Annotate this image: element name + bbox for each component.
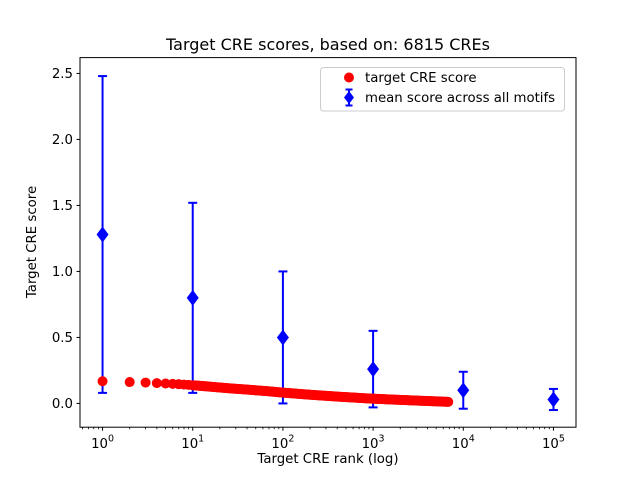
diamond-marker xyxy=(547,391,560,408)
y-tick-label: 0.0 xyxy=(52,397,73,412)
legend: target CRE score mean score across all mo… xyxy=(320,67,565,112)
scatter-dot xyxy=(124,377,135,388)
scatter-dot xyxy=(151,378,162,389)
x-axis-label: Target CRE rank (log) xyxy=(256,452,398,467)
y-tick-label: 0.5 xyxy=(52,331,73,346)
x-axis-ticks: 100 101 102 103 104 105 xyxy=(82,427,565,453)
diamond-marker xyxy=(457,382,470,399)
diamond-marker xyxy=(367,361,380,378)
x-tick-label: 105 xyxy=(542,434,565,453)
series-layer xyxy=(96,75,560,412)
scatter-dot xyxy=(140,377,151,388)
x-tick-label: 101 xyxy=(181,434,204,453)
series-target-cre-score xyxy=(97,376,454,407)
x-tick-label: 104 xyxy=(452,434,475,453)
scatter-dot xyxy=(97,376,108,387)
x-tick-label: 100 xyxy=(91,434,114,453)
y-tick-label: 1.5 xyxy=(52,199,73,214)
diamond-marker xyxy=(96,226,109,243)
diamond-marker xyxy=(186,289,199,306)
y-tick-label: 2.0 xyxy=(52,133,73,148)
scatter-dot xyxy=(443,396,454,407)
legend-marker-diamond xyxy=(344,91,354,104)
series-mean-score xyxy=(96,75,560,412)
scatter-dot xyxy=(160,378,171,389)
plot-frame xyxy=(79,57,577,428)
chart-title: Target CRE scores, based on: 6815 CREs xyxy=(165,35,490,54)
y-tick-label: 1.0 xyxy=(52,265,73,280)
x-tick-label: 103 xyxy=(362,434,385,453)
y-tick-label: 2.5 xyxy=(52,67,73,82)
axes-layer: 100 101 102 103 104 105 0.0 0.5 1.0 1.5 2.0 2.5 xyxy=(52,57,577,453)
legend-marker-circle xyxy=(344,72,354,83)
x-tick-label: 102 xyxy=(271,434,294,453)
legend-box xyxy=(320,67,565,112)
legend-entry-target-score: target CRE score xyxy=(365,71,477,86)
legend-entry-mean-score: mean score across all motifs xyxy=(365,91,555,106)
diamond-marker xyxy=(276,329,289,346)
y-axis-ticks: 0.0 0.5 1.0 1.5 2.0 2.5 xyxy=(52,67,80,412)
y-axis-label: Target CRE score xyxy=(25,186,40,299)
